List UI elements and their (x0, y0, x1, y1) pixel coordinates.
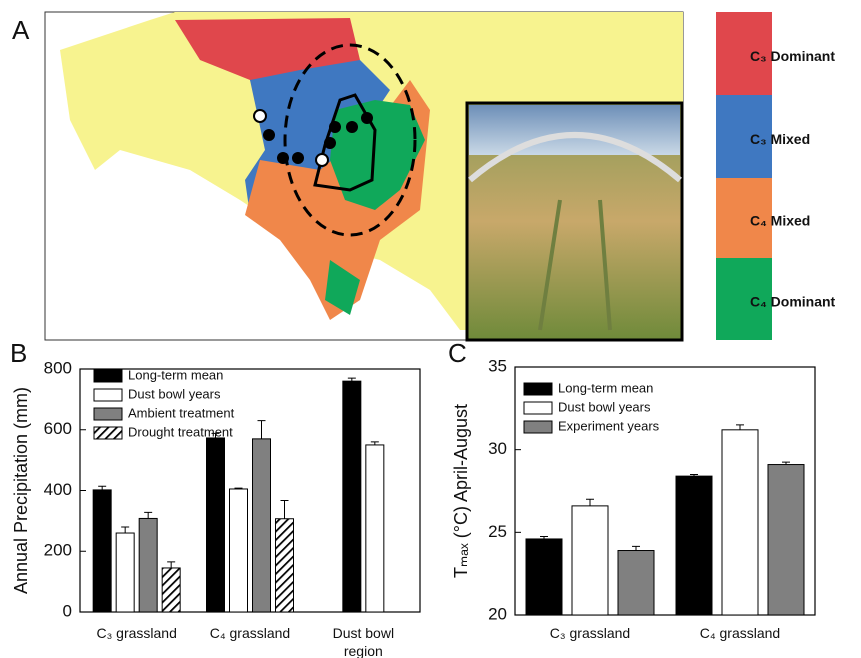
panel-label: A (12, 15, 30, 45)
y-tick-label: 35 (488, 356, 507, 375)
photo-inset (465, 101, 684, 342)
bar (525, 538, 563, 616)
legend-swatch (523, 420, 553, 434)
map-region (175, 18, 360, 110)
solid-boundary (313, 93, 377, 192)
error-bar (632, 545, 640, 551)
bar (675, 475, 713, 616)
bar (365, 444, 385, 613)
dashed-boundary (283, 43, 417, 237)
error-bar (280, 500, 289, 519)
x-tick-label: C₃ grassland (549, 625, 631, 641)
bar (206, 437, 225, 613)
legend-label: C₃ Mixed (750, 131, 810, 147)
error-bar (782, 461, 790, 465)
legend-label: Ambient treatment (128, 405, 235, 420)
legend-label: Dust bowl years (128, 386, 221, 401)
panel-label: B (10, 338, 27, 368)
y-tick-label: 600 (44, 419, 72, 438)
bar (138, 517, 158, 613)
y-tick-label: 400 (44, 480, 72, 499)
bar (229, 488, 248, 613)
legend-label: C₃ Dominant (750, 48, 835, 64)
legend-label: Long-term mean (558, 380, 653, 395)
legend-swatch (93, 407, 123, 421)
error-bar (586, 498, 594, 506)
error-bar (98, 485, 107, 490)
legend-label: Long-term mean (128, 367, 223, 382)
error-bar (347, 377, 356, 382)
y-tick-label: 30 (488, 439, 507, 458)
y-tick-label: 0 (63, 601, 72, 620)
bar (617, 550, 655, 616)
x-tick-label: C₃ grassland (96, 625, 177, 641)
bar (342, 380, 362, 613)
bar (571, 505, 609, 616)
legend-swatch (716, 12, 772, 95)
y-axis-label: Annual Precipitation (mm) (11, 387, 31, 594)
bar (161, 567, 181, 613)
error-bar (540, 535, 548, 539)
legend-swatch (93, 426, 123, 440)
error-bar (167, 561, 176, 568)
legend-swatch (523, 382, 553, 396)
legend-swatch (716, 178, 772, 258)
legend-swatch (716, 95, 772, 178)
error-bar (736, 424, 744, 430)
y-tick-label: 800 (44, 358, 72, 377)
legend-label: Experiment years (558, 418, 660, 433)
y-axis-label: Tₘₐₓ (°C) April-August (451, 404, 471, 578)
site-markers (253, 109, 373, 167)
y-tick-label: 20 (488, 604, 507, 623)
legend-label: C₄ Mixed (750, 213, 810, 229)
legend-swatch (93, 388, 123, 402)
error-bar (690, 473, 698, 477)
panel-label: C (448, 338, 467, 368)
error-bar (211, 432, 220, 438)
bar (275, 518, 294, 613)
bar (721, 429, 759, 616)
legend-label: Dust bowl years (558, 399, 651, 414)
x-tick-label: C₄ grassland (699, 625, 781, 641)
legend-label: Drought treatment (128, 424, 233, 439)
bar (767, 464, 805, 616)
error-bar (257, 420, 266, 439)
y-tick-label: 200 (44, 541, 72, 560)
error-bar (144, 511, 153, 519)
y-tick-label: 25 (488, 522, 507, 541)
map-region (325, 260, 360, 315)
x-tick-label: C₄ grassland (209, 625, 291, 641)
map-panel: C₃ Dominant C₃ Mixed C₄ Mixed C₄ Dominant (44, 11, 836, 342)
legend-swatch (93, 369, 123, 383)
plot-frame (514, 366, 816, 616)
map-legend: C₃ Dominant C₃ Mixed C₄ Mixed C₄ Dominant (716, 12, 836, 340)
error-bar (234, 487, 243, 489)
legend-label: C₄ Dominant (750, 294, 836, 310)
x-tick-label: Dust bowl region (332, 625, 395, 658)
bar (92, 489, 112, 613)
error-bar (121, 526, 130, 534)
error-bar (370, 441, 379, 445)
bar (115, 532, 135, 613)
bar (252, 438, 271, 613)
legend-swatch (523, 401, 553, 415)
legend-swatch (716, 258, 772, 340)
